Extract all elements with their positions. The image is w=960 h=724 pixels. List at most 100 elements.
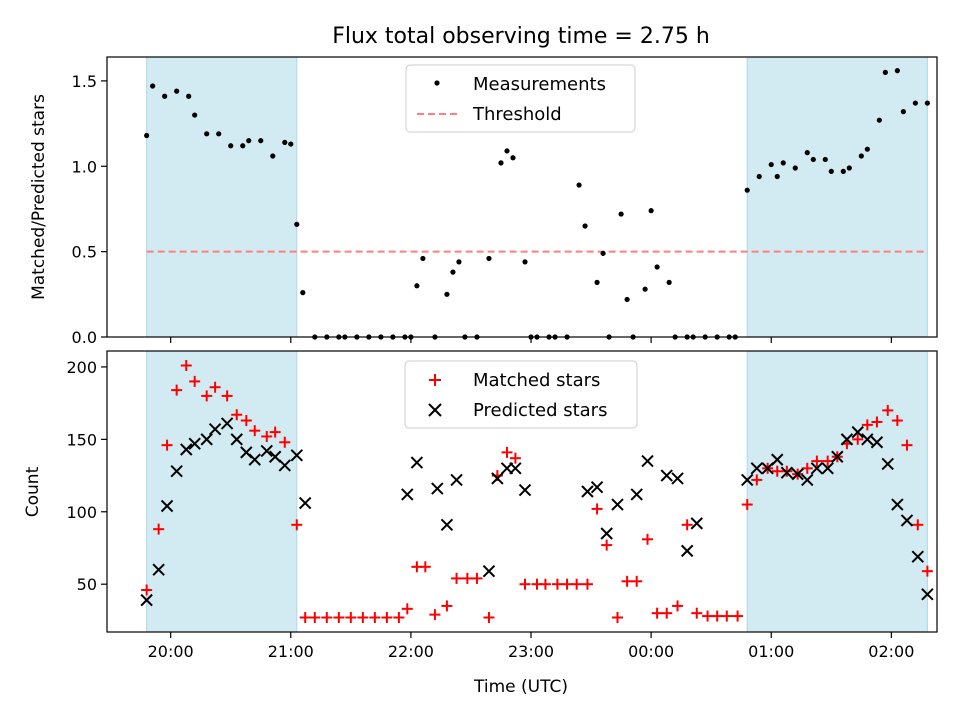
measurement-point [756, 173, 762, 180]
measurement-point [600, 250, 606, 256]
matched-star-marker [891, 415, 903, 427]
matched-star-marker [519, 578, 531, 590]
marker-stroke [509, 462, 522, 475]
matched-star-marker [561, 578, 573, 590]
matched-star-marker [781, 465, 793, 477]
predicted-star-marker [791, 467, 804, 481]
matched-star-marker [333, 612, 345, 624]
marker-stroke [671, 472, 684, 485]
predicted-star-marker [170, 465, 183, 478]
bottom-legend: Matched stars Predicted stars [404, 360, 638, 429]
marker-stroke [821, 462, 834, 475]
measurement-point [768, 161, 774, 168]
matched-star-marker [501, 446, 513, 458]
marker-stroke [482, 564, 496, 578]
y-tick-label: 100 [66, 503, 97, 522]
matched-star-marker [401, 603, 413, 615]
marker-stroke [840, 433, 854, 446]
predicted-star-marker [630, 488, 643, 501]
matched-star-marker [871, 416, 883, 428]
matched-star-marker [231, 409, 243, 421]
matched-star-marker [291, 519, 303, 531]
top-legend: Measurements Threshold [405, 64, 636, 133]
matched-star-marker [861, 419, 873, 431]
measurement-point [828, 168, 834, 174]
measurement-point [150, 83, 156, 89]
predicted-star-marker [581, 485, 594, 498]
matched-star-marker [921, 565, 933, 577]
marker-stroke [791, 467, 804, 481]
marker-stroke [401, 488, 414, 501]
measurement-point [792, 165, 798, 171]
matched-star-marker [180, 359, 192, 371]
measurement-point [744, 187, 750, 193]
matched-star-marker [309, 612, 321, 624]
matched-star-marker [741, 499, 753, 511]
marker-stroke [810, 462, 824, 475]
matched-star-marker [299, 612, 311, 624]
marker-stroke [431, 482, 444, 495]
matched-star-marker [261, 430, 273, 442]
predicted-star-marker [140, 593, 153, 607]
measurement-point [924, 100, 930, 106]
predicted-star-marker [870, 436, 884, 449]
marker-stroke [290, 449, 303, 462]
bottom-y-axis-label: Count [23, 466, 43, 517]
marker-stroke [611, 498, 624, 511]
matched-star-marker [751, 474, 763, 486]
matched-star-marker [661, 607, 673, 619]
marker-stroke [278, 459, 291, 472]
marker-stroke [160, 499, 174, 513]
marker-stroke [881, 457, 894, 471]
matched-star-marker [221, 390, 233, 402]
predicted-star-marker [509, 462, 522, 475]
marker-stroke [660, 469, 673, 482]
matched-star-marker [171, 384, 183, 396]
matched-star-marker [393, 612, 405, 624]
legend-measurements-label: Measurements [473, 74, 606, 95]
bottom-legend-frame [404, 360, 638, 429]
matched-star-marker [189, 375, 201, 387]
matched-star-marker [621, 575, 633, 587]
predicted-star-marker [780, 466, 794, 479]
predicted-star-marker [450, 473, 463, 487]
predicted-star-marker [851, 425, 864, 439]
y-tick-label: 50 [77, 575, 97, 594]
marker-stroke [180, 443, 193, 456]
predicted-star-marker [440, 518, 454, 532]
y-tick-label: 1.0 [72, 157, 97, 176]
measurement-point [624, 296, 630, 303]
measurement-point [774, 173, 780, 180]
marker-stroke [170, 465, 183, 478]
shaded-interval [146, 56, 298, 338]
measurement-point [216, 131, 222, 137]
matched-star-marker [912, 519, 924, 531]
measurement-point [186, 93, 192, 99]
marker-stroke [450, 473, 463, 487]
marker-stroke [410, 456, 424, 469]
predicted-star-marker [431, 482, 444, 495]
predicted-star-marker [152, 563, 165, 576]
predicted-star-marker [410, 456, 424, 469]
measurement-point [846, 165, 852, 171]
predicted-star-marker [518, 483, 532, 497]
x-tick-label: 20:00 [148, 642, 194, 661]
predicted-star-marker [771, 453, 784, 466]
matched-star-marker [240, 415, 252, 427]
marker-stroke [801, 473, 814, 487]
matched-star-marker [601, 539, 613, 551]
measurement-point [294, 221, 300, 227]
predicted-star-marker [611, 498, 624, 511]
measurement-point [654, 264, 660, 270]
top-y-axis-label: Matched/Predicted stars [29, 94, 49, 300]
predicted-star-marker [660, 469, 673, 482]
marker-stroke [861, 433, 874, 446]
predicted-star-marker [200, 433, 213, 446]
matched-star-marker [451, 572, 463, 584]
predicted-star-marker [600, 527, 613, 540]
matched-star-marker [209, 381, 221, 393]
matched-star-marker [551, 578, 563, 590]
predicted-star-marker [680, 544, 694, 558]
y-tick-label: 1.5 [72, 72, 97, 91]
marker-stroke [268, 450, 282, 463]
